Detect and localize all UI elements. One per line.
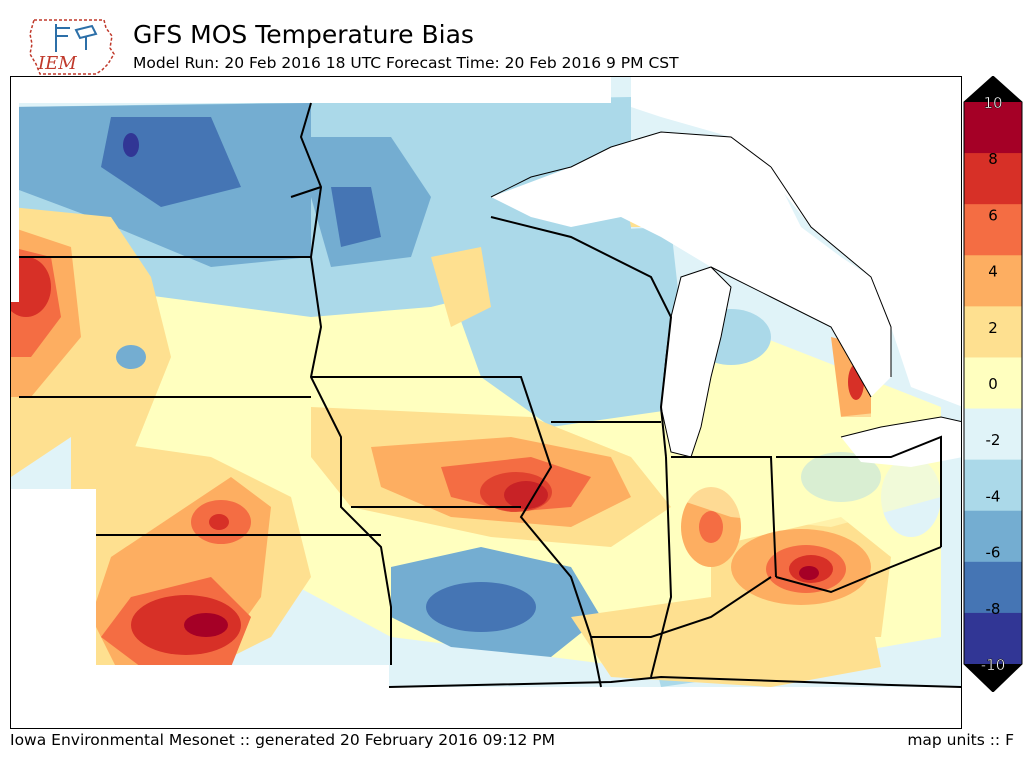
- footer-source: Iowa Environmental Mesonet :: generated …: [10, 731, 555, 749]
- coastlines: [490, 131, 961, 458]
- colorbar-segment: [964, 204, 1022, 256]
- colorbar-segment: [964, 357, 1022, 410]
- colorbar-segment: [964, 561, 1022, 614]
- colorbar-tick-label: 8: [988, 150, 998, 168]
- map-subtitle: Model Run: 20 Feb 2016 18 UTC Forecast T…: [133, 54, 679, 72]
- iem-logo: IEM: [26, 14, 118, 76]
- temperature-bias-map: [10, 76, 962, 729]
- colorbar-over-arrow: [964, 76, 1022, 102]
- map-title: GFS MOS Temperature Bias: [133, 20, 474, 49]
- colorbar-segment: [964, 612, 1022, 665]
- colorbar-tick-label: -10: [981, 656, 1006, 674]
- colorbar-segment: [964, 510, 1022, 563]
- colorbar: 10 8 6 4 2 0 -2 -4 -6 -8 -10: [962, 75, 1024, 693]
- colorbar-tick-label: 2: [988, 319, 998, 337]
- colorbar-under-arrow: [964, 664, 1022, 692]
- logo-text: IEM: [37, 53, 77, 74]
- colorbar-segment: [964, 255, 1022, 307]
- colorbar-tick-label: 10: [983, 94, 1002, 112]
- colorbar-tick-label: 4: [988, 263, 998, 281]
- bias-contours: [11, 97, 941, 687]
- colorbar-segment: [964, 306, 1022, 358]
- footer-units: map units :: F: [907, 731, 1014, 749]
- colorbar-segment: [964, 408, 1022, 461]
- colorbar-segment: [964, 459, 1022, 512]
- colorbar-tick-label: -2: [986, 431, 1001, 449]
- colorbar-tick-label: 0: [988, 375, 998, 393]
- state-boundaries: [19, 102, 961, 688]
- colorbar-tick-label: -6: [986, 544, 1001, 562]
- colorbar-tick-label: -8: [986, 600, 1001, 618]
- colorbar-tick-label: 6: [988, 206, 998, 224]
- colorbar-segment: [964, 153, 1022, 205]
- water-and-masks: [11, 77, 961, 728]
- colorbar-tick-label: -4: [986, 487, 1001, 505]
- colorbar-segment: [964, 102, 1022, 154]
